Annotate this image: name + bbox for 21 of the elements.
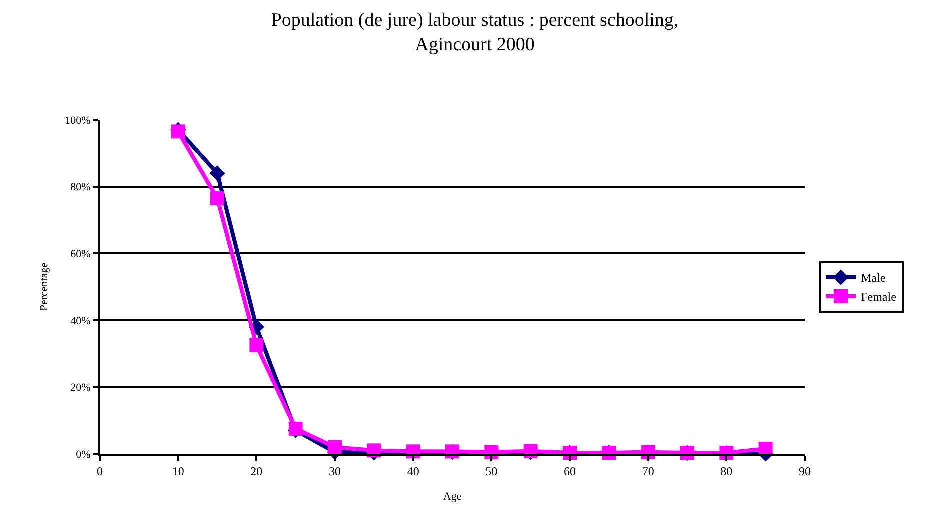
chart-title: Population (de jure) labour status : percent schooling, Agincourt 2000: [271, 10, 679, 56]
y-tick-label: 40%: [70, 315, 91, 328]
x-tick-label: 70: [642, 464, 654, 478]
x-tick-label: 30: [329, 464, 341, 478]
x-tick-label: 90: [799, 464, 811, 478]
x-tick-label: 40: [407, 464, 420, 478]
x-tick-label: 60: [564, 464, 576, 478]
y-tick-label: 20%: [70, 382, 91, 394]
x-tick-label: 80: [720, 464, 733, 478]
y-tick-label: 100%: [65, 114, 91, 127]
x-axis-title: Age: [443, 491, 462, 504]
legend-label: Female: [861, 290, 896, 304]
y-tick-label: 0%: [76, 448, 91, 461]
x-tick-label: 50: [486, 464, 498, 478]
x-tick-label: 10: [172, 464, 184, 478]
x-tick-label: 0: [97, 464, 103, 478]
x-tick-label: 20: [250, 464, 263, 478]
legend-label: Male: [861, 271, 886, 286]
y-tick-label: 80%: [70, 182, 91, 194]
y-axis-title: Percentage: [38, 262, 50, 312]
y-tick-label: 60%: [70, 248, 91, 260]
